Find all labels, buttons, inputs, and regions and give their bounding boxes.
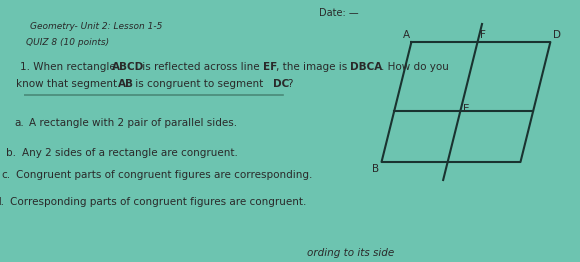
Text: D: D [553,30,561,40]
Text: is reflected across line: is reflected across line [139,62,263,72]
Text: know that segment: know that segment [16,79,121,89]
Text: . How do you: . How do you [380,62,448,72]
Text: a.: a. [14,118,24,128]
Text: AB: AB [118,79,133,89]
Text: F: F [480,30,486,40]
Text: Corresponding parts of congruent figures are congruent.: Corresponding parts of congruent figures… [10,197,306,207]
Text: B: B [372,164,379,174]
Text: ABCD: ABCD [113,62,144,72]
Text: Any 2 sides of a rectangle are congruent.: Any 2 sides of a rectangle are congruent… [22,148,238,158]
Text: QUIZ 8 (10 points): QUIZ 8 (10 points) [26,38,110,47]
Text: A rectangle with 2 pair of parallel sides.: A rectangle with 2 pair of parallel side… [30,118,237,128]
Text: b.: b. [6,148,16,158]
Text: EF: EF [263,62,277,72]
Text: , the image is: , the image is [276,62,350,72]
Text: d.: d. [0,197,4,207]
Text: ?: ? [287,79,293,89]
Text: DBCA: DBCA [350,62,382,72]
Text: c.: c. [1,170,10,180]
Text: E: E [463,104,469,114]
Text: A: A [403,30,410,40]
Text: Geometry- Unit 2: Lesson 1-5: Geometry- Unit 2: Lesson 1-5 [30,22,162,31]
Text: ording to its side: ording to its side [307,248,394,258]
Text: is congruent to segment: is congruent to segment [132,79,266,89]
Text: DC: DC [273,79,289,89]
Text: 1. When rectangle: 1. When rectangle [20,62,119,72]
Text: Date: —: Date: — [319,8,359,18]
Text: Congruent parts of congruent figures are corresponding.: Congruent parts of congruent figures are… [16,170,313,180]
